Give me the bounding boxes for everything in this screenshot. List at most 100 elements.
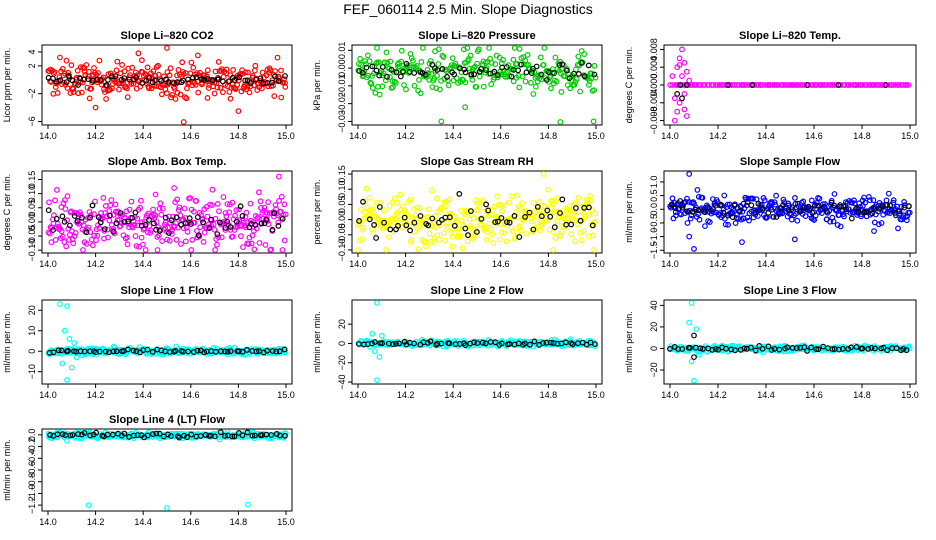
- y-tick-label: −1.5: [649, 241, 659, 259]
- data-point: [216, 208, 222, 215]
- data-point: [92, 198, 98, 205]
- series-1: [667, 46, 912, 124]
- data-point: [369, 330, 376, 337]
- data-point: [188, 247, 195, 253]
- data-point: [248, 240, 255, 247]
- data-point: [518, 61, 525, 68]
- data-point: [186, 215, 193, 222]
- data-point: [135, 50, 142, 57]
- data-point: [556, 62, 563, 68]
- data-point: [150, 206, 157, 213]
- data-point: [108, 197, 115, 204]
- data-point: [438, 340, 445, 347]
- x-tick-label: 15.0: [277, 259, 295, 269]
- data-point: [547, 213, 554, 220]
- data-point: [268, 432, 275, 438]
- data-point: [416, 76, 422, 83]
- x-tick-label: 14.2: [709, 259, 727, 269]
- data-point: [903, 82, 910, 88]
- data-point: [587, 193, 593, 199]
- data-point: [429, 187, 435, 194]
- data-point: [429, 215, 436, 222]
- data-point: [591, 62, 598, 69]
- data-point: [87, 229, 94, 235]
- data-point: [797, 82, 804, 88]
- data-point: [508, 224, 515, 231]
- data-point: [440, 54, 447, 60]
- data-point: [522, 213, 528, 220]
- data-point: [686, 233, 693, 240]
- x-tick-label: 14.0: [349, 131, 367, 141]
- data-point: [177, 241, 184, 247]
- data-point: [879, 203, 886, 210]
- y-tick-label: 0.00: [337, 59, 347, 77]
- data-point: [103, 82, 110, 88]
- data-point: [168, 217, 175, 224]
- data-point: [501, 230, 508, 237]
- data-point: [559, 61, 566, 68]
- data-point: [524, 52, 531, 58]
- data-point: [487, 220, 493, 227]
- x-tick-label: 14.2: [87, 390, 105, 400]
- data-point: [889, 82, 896, 88]
- series-2: [356, 338, 598, 349]
- data-point: [255, 214, 262, 221]
- data-point: [474, 229, 480, 235]
- data-point: [107, 70, 114, 77]
- data-point: [515, 214, 521, 220]
- data-point: [361, 209, 368, 216]
- data-point: [575, 53, 582, 60]
- data-point: [52, 197, 58, 204]
- data-point: [408, 236, 415, 243]
- data-point: [167, 65, 174, 72]
- data-point: [737, 207, 743, 214]
- data-point: [59, 65, 66, 72]
- data-point: [89, 202, 96, 209]
- data-point: [147, 227, 154, 234]
- data-point: [54, 431, 61, 438]
- y-tick-label: −0.2: [27, 438, 37, 456]
- data-point: [505, 199, 512, 206]
- data-point: [129, 64, 136, 71]
- data-point: [249, 432, 256, 439]
- data-point: [522, 78, 529, 85]
- x-tick-label: 14.6: [182, 517, 200, 527]
- data-point: [214, 200, 221, 207]
- data-point: [398, 58, 405, 65]
- data-point: [765, 209, 772, 216]
- plot-frame: [351, 299, 603, 385]
- data-point: [71, 213, 78, 219]
- data-point: [497, 236, 503, 243]
- data-point: [236, 74, 243, 81]
- data-point: [101, 226, 108, 233]
- y-axis-label: ml/min per min.: [2, 439, 12, 501]
- data-point: [229, 233, 236, 240]
- data-point: [93, 429, 99, 436]
- data-point: [397, 73, 404, 80]
- data-point: [137, 204, 144, 211]
- data-point: [567, 207, 574, 214]
- data-point: [564, 67, 570, 74]
- panel-4: Slope Amb. Box Temp. degrees C per min. 14…: [2, 156, 295, 269]
- data-point: [180, 77, 186, 84]
- data-point: [51, 69, 58, 75]
- data-point: [855, 82, 862, 88]
- data-point: [152, 77, 159, 84]
- data-point: [449, 55, 456, 62]
- data-point: [890, 197, 897, 204]
- data-point: [538, 213, 545, 220]
- data-point: [523, 230, 530, 237]
- panel-8: Slope Line 2 Flow ml/min per min. 14.0 14.2…: [312, 285, 605, 400]
- data-point: [725, 82, 731, 88]
- data-point: [383, 49, 390, 56]
- data-point: [185, 76, 191, 83]
- x-tick-label: 15.0: [277, 517, 295, 527]
- data-point: [488, 81, 495, 88]
- x-tick-label: 14.0: [39, 390, 57, 400]
- data-point: [172, 348, 179, 354]
- data-point: [687, 344, 693, 351]
- data-point: [557, 119, 564, 125]
- data-point: [503, 64, 510, 70]
- data-point: [474, 201, 481, 207]
